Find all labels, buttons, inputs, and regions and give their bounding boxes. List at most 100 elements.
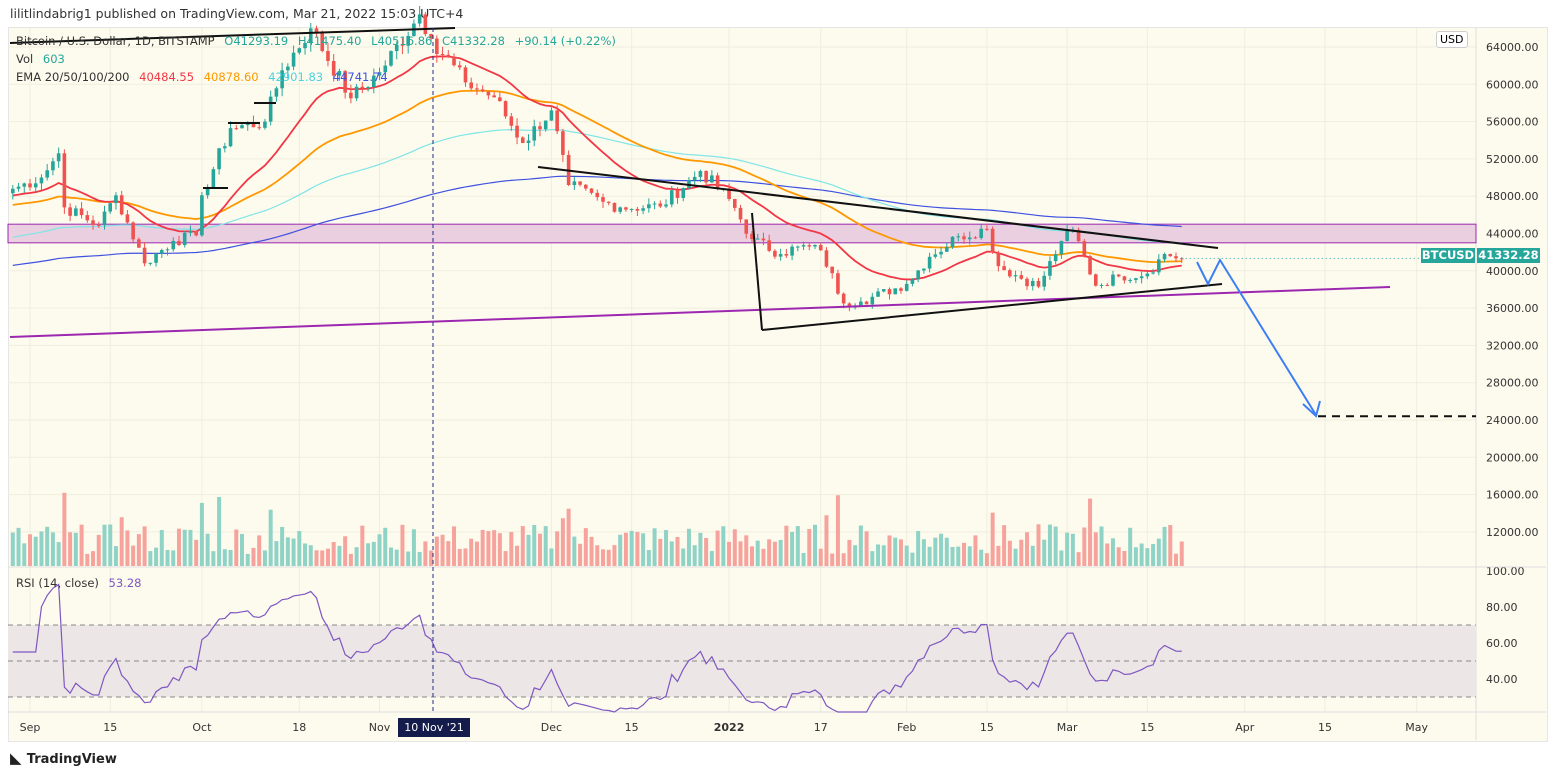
candle-body <box>876 291 880 297</box>
volume-bar <box>916 530 921 566</box>
volume-bar <box>371 541 376 566</box>
candle-body <box>927 256 932 269</box>
candle-body <box>492 95 496 98</box>
time-tick-label: Dec <box>541 721 562 734</box>
candle-body <box>601 197 605 202</box>
candle-body <box>469 82 474 89</box>
time-tick-label: Apr <box>1235 721 1255 734</box>
volume-bar <box>222 549 227 566</box>
ema100-value: 42901.83 <box>268 70 324 84</box>
volume-bar <box>526 534 531 566</box>
volume-bar <box>245 553 250 566</box>
candle-body <box>217 148 221 170</box>
candle-body <box>996 252 1001 267</box>
volume-bar <box>583 528 588 566</box>
candle-body <box>744 219 749 234</box>
volume-bar <box>463 548 468 566</box>
rsi-tick-label: 80.00 <box>1486 601 1518 614</box>
volume-bar <box>738 541 743 566</box>
volume-bar <box>440 534 445 566</box>
volume-bar <box>28 534 32 566</box>
candle-body <box>148 262 153 264</box>
ohlc-low: L40516.86 <box>371 34 433 48</box>
volume-bar <box>1168 525 1173 566</box>
volume-bar <box>446 541 451 566</box>
ohlc-close: C41332.28 <box>442 34 505 48</box>
volume-bar <box>1059 550 1064 566</box>
candle-body <box>11 188 15 194</box>
rsi-tick-label: 40.00 <box>1486 673 1518 686</box>
volume-bar <box>520 526 525 566</box>
volume-bar <box>973 535 978 566</box>
volume-bar <box>686 528 691 566</box>
volume-bar <box>870 551 875 566</box>
candle-body <box>463 67 468 83</box>
volume-bar <box>732 529 737 566</box>
candle-body <box>503 101 508 117</box>
price-tick-label: 20000.00 <box>1486 451 1539 464</box>
candle-body <box>423 14 428 35</box>
volume-bar <box>669 541 674 566</box>
volume-bar <box>1128 527 1133 566</box>
volume-bar <box>1070 533 1075 566</box>
volume-bar <box>1133 547 1138 566</box>
volume-bar <box>159 530 164 566</box>
candle-body <box>102 211 107 226</box>
candle-body <box>1013 275 1018 277</box>
rsi-line <box>12 583 1182 713</box>
tradingview-logo[interactable]: ◣ TradingView <box>10 749 117 767</box>
candle-body <box>366 87 370 89</box>
candle-body <box>675 190 680 198</box>
volume-label[interactable]: Vol <box>16 52 34 66</box>
candle-body <box>211 169 216 188</box>
volume-bar <box>33 536 38 566</box>
candle-body <box>836 273 840 294</box>
rsi-tick-label: 60.00 <box>1486 637 1518 650</box>
volume-bar <box>22 543 27 566</box>
volume-bar <box>45 526 50 566</box>
volume-bar <box>1122 550 1127 566</box>
volume-bar <box>509 532 514 566</box>
time-tick-label: 18 <box>292 721 306 734</box>
candle-body <box>549 110 554 121</box>
price-tick-label: 52000.00 <box>1486 153 1539 166</box>
volume-bar <box>457 548 462 566</box>
ema-label[interactable]: EMA 20/50/100/200 <box>16 70 130 84</box>
time-tick-label: 15 <box>1140 721 1154 734</box>
candle-body <box>372 75 376 88</box>
volume-bar <box>486 531 491 566</box>
volume-bar <box>142 526 147 566</box>
candle-body <box>979 228 983 238</box>
symbol-title[interactable]: Bitcoin / U.S. Dollar, 1D, BITSTAMP <box>16 34 215 48</box>
volume-bar <box>595 545 600 566</box>
volume-bar <box>119 517 124 566</box>
chart-frame[interactable] <box>8 27 1548 742</box>
volume-bar <box>394 549 399 566</box>
candle-body <box>1008 270 1012 277</box>
candle-body <box>990 228 995 253</box>
candle-body <box>1162 254 1167 260</box>
candle-body <box>561 131 565 155</box>
time-tick-label: May <box>1405 721 1428 734</box>
candle-body <box>939 251 943 255</box>
volume-bar <box>217 497 222 566</box>
currency-button[interactable]: USD <box>1436 31 1468 48</box>
candle-body <box>761 238 766 241</box>
candle-body <box>349 92 353 99</box>
volume-bar <box>400 524 405 566</box>
price-tick-label: 12000.00 <box>1486 526 1539 539</box>
candle-body <box>182 232 187 246</box>
volume-bar <box>262 550 267 566</box>
volume-bar <box>268 509 273 566</box>
volume-bar <box>1156 538 1161 566</box>
rsi-label[interactable]: RSI (14, close) <box>16 576 99 590</box>
candle-body <box>125 214 130 223</box>
volume-bar <box>1019 539 1024 566</box>
candle-body <box>624 207 628 210</box>
candle-body <box>784 254 789 256</box>
volume-bar <box>1065 532 1070 566</box>
volume-bar <box>136 534 141 566</box>
candle-body <box>137 239 141 248</box>
volume-bar <box>1082 527 1087 566</box>
